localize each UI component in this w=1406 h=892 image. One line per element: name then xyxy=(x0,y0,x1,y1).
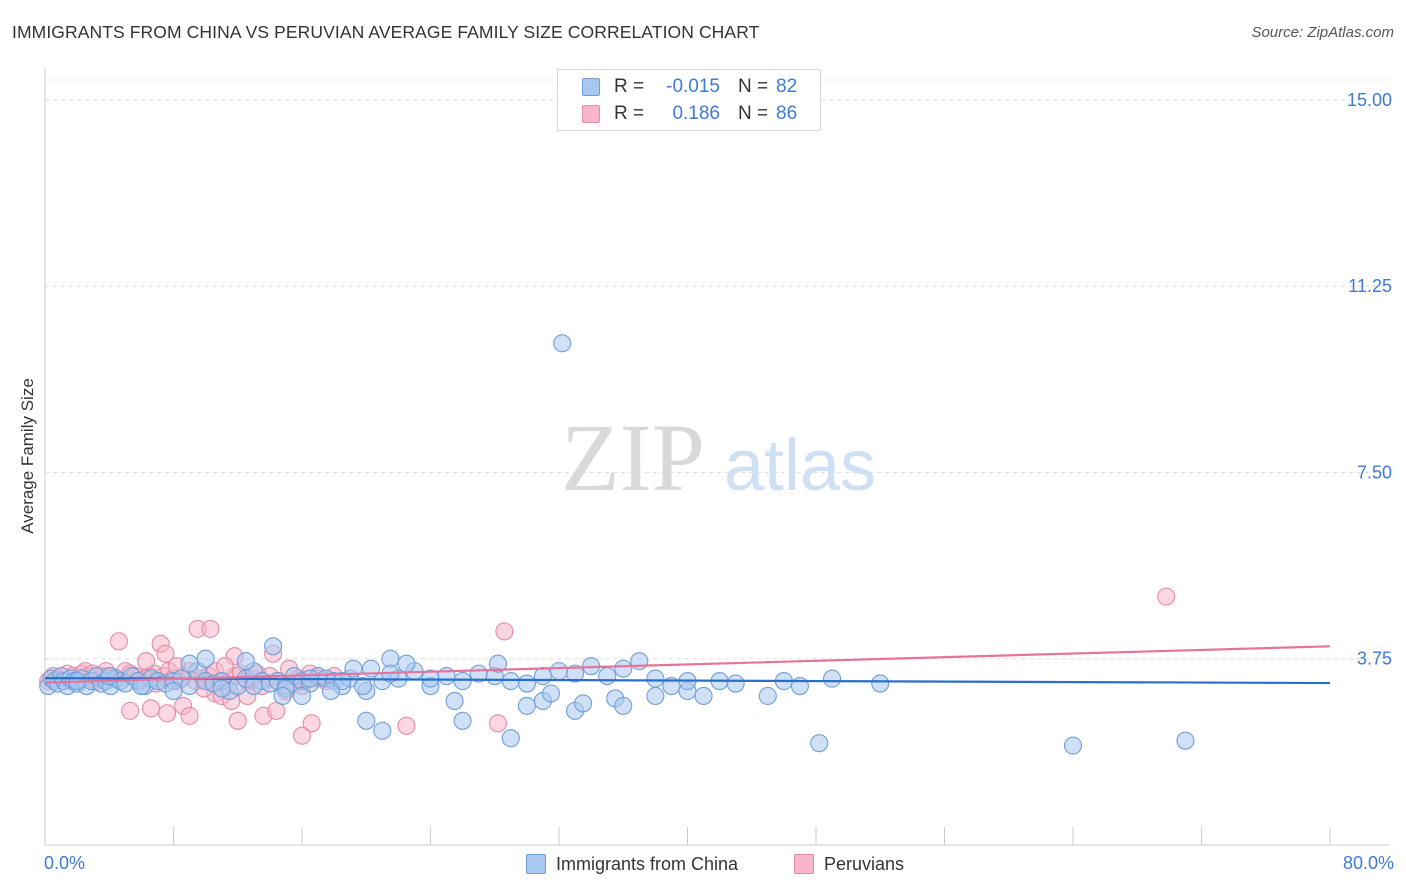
peru-point xyxy=(215,657,234,676)
n-value: 82 xyxy=(776,76,798,97)
n-label: N = xyxy=(738,76,769,97)
peru-point xyxy=(495,622,514,641)
china-point xyxy=(517,696,536,715)
china-point xyxy=(264,637,283,656)
peru-point xyxy=(397,716,416,735)
china-point xyxy=(553,334,572,353)
china-trend-line xyxy=(44,676,1331,685)
china-point xyxy=(574,694,593,713)
china-points xyxy=(39,334,1195,755)
china-point xyxy=(823,669,842,688)
y-tick-label: 3.75 xyxy=(1357,649,1392,669)
peru-point xyxy=(1157,587,1176,606)
n-value: 86 xyxy=(776,103,798,124)
china-point xyxy=(488,654,508,673)
china-point xyxy=(630,652,649,671)
china-point xyxy=(517,674,536,693)
legend-item-china[interactable]: Immigrants from China xyxy=(526,852,738,876)
china-point xyxy=(196,649,215,668)
china-point xyxy=(273,686,292,706)
legend-row-peru: R = 0.186 N = 86 xyxy=(582,102,797,126)
x-tick-label-max: 80.0% xyxy=(1343,853,1394,873)
china-legend-label: Immigrants from China xyxy=(556,853,739,874)
y-tick-label: 11.25 xyxy=(1348,276,1392,296)
china-point xyxy=(321,681,340,701)
china-point xyxy=(694,686,713,706)
china-point xyxy=(1063,736,1083,755)
peru-point xyxy=(267,701,286,720)
china-point xyxy=(758,686,777,706)
china-point xyxy=(445,691,464,710)
trend-lines xyxy=(44,645,1331,685)
tick-labels: 3.75 7.50 11.25 15.00 0.0% 80.0% xyxy=(44,90,1394,873)
r-value: 0.186 xyxy=(672,103,720,124)
china-point xyxy=(541,684,561,703)
china-point xyxy=(501,672,520,691)
watermark-atlas: atlas xyxy=(724,426,876,506)
chart-title: IMMIGRANTS FROM CHINA VS PERUVIAN AVERAG… xyxy=(12,22,760,42)
x-tick-label-min: 0.0% xyxy=(44,853,85,873)
watermark: ZIP atlas xyxy=(561,404,876,511)
china-point xyxy=(614,696,633,715)
peru-swatch xyxy=(582,105,600,123)
china-point xyxy=(646,669,665,688)
china-point xyxy=(292,686,312,706)
peru-trend-line xyxy=(44,645,1331,684)
china-point xyxy=(501,729,520,748)
china-point xyxy=(180,676,199,696)
peru-point xyxy=(109,632,128,651)
china-point xyxy=(598,667,617,686)
china-point xyxy=(871,674,890,693)
china-point xyxy=(549,662,569,681)
china-point xyxy=(646,686,665,706)
china-point xyxy=(533,667,552,686)
china-point xyxy=(236,652,255,671)
peru-point xyxy=(121,701,140,720)
n-label: N = xyxy=(738,103,769,124)
y-tick-label: 7.50 xyxy=(1357,462,1392,482)
peru-point xyxy=(137,652,156,671)
china-point xyxy=(810,734,829,753)
china-point xyxy=(212,679,231,698)
peru-legend-swatch xyxy=(794,854,814,874)
china-point xyxy=(726,674,745,693)
china-swatch xyxy=(582,78,600,96)
peru-point xyxy=(180,706,199,725)
china-point xyxy=(453,711,472,730)
peru-point xyxy=(228,711,247,730)
peru-point xyxy=(201,619,220,638)
legend-item-peru[interactable]: Peruvians xyxy=(794,852,904,876)
china-legend-swatch xyxy=(526,854,546,874)
peru-point xyxy=(141,699,161,718)
peru-legend-label: Peruvians xyxy=(824,853,905,874)
china-point xyxy=(1176,731,1195,750)
china-point xyxy=(614,659,633,678)
peru-point xyxy=(302,714,321,733)
legend-row-china: R = -0.015 N = 82 xyxy=(582,75,797,99)
correlation-legend: R = -0.015 N = 82 R = 0.186 N = 86 xyxy=(557,69,821,131)
peru-point xyxy=(292,726,312,745)
watermark-zip: ZIP xyxy=(561,404,705,511)
axes xyxy=(44,68,1390,846)
peru-point xyxy=(488,714,508,733)
china-point xyxy=(244,676,263,696)
r-value: -0.015 xyxy=(666,76,720,97)
china-point xyxy=(180,654,199,673)
china-point xyxy=(373,721,392,740)
r-label: R = xyxy=(614,76,645,97)
y-tick-label: 15.00 xyxy=(1347,90,1392,110)
china-point xyxy=(353,676,373,696)
peru-point xyxy=(158,704,177,723)
peru-point xyxy=(156,644,175,663)
china-point xyxy=(164,681,183,701)
china-point xyxy=(357,711,376,730)
china-point xyxy=(453,672,472,691)
source-label: Source: ZipAtlas.com xyxy=(1251,24,1394,41)
china-point xyxy=(397,654,416,673)
china-point xyxy=(100,667,119,686)
china-point xyxy=(566,664,585,683)
gridlines xyxy=(45,79,1390,660)
r-label: R = xyxy=(614,103,645,124)
